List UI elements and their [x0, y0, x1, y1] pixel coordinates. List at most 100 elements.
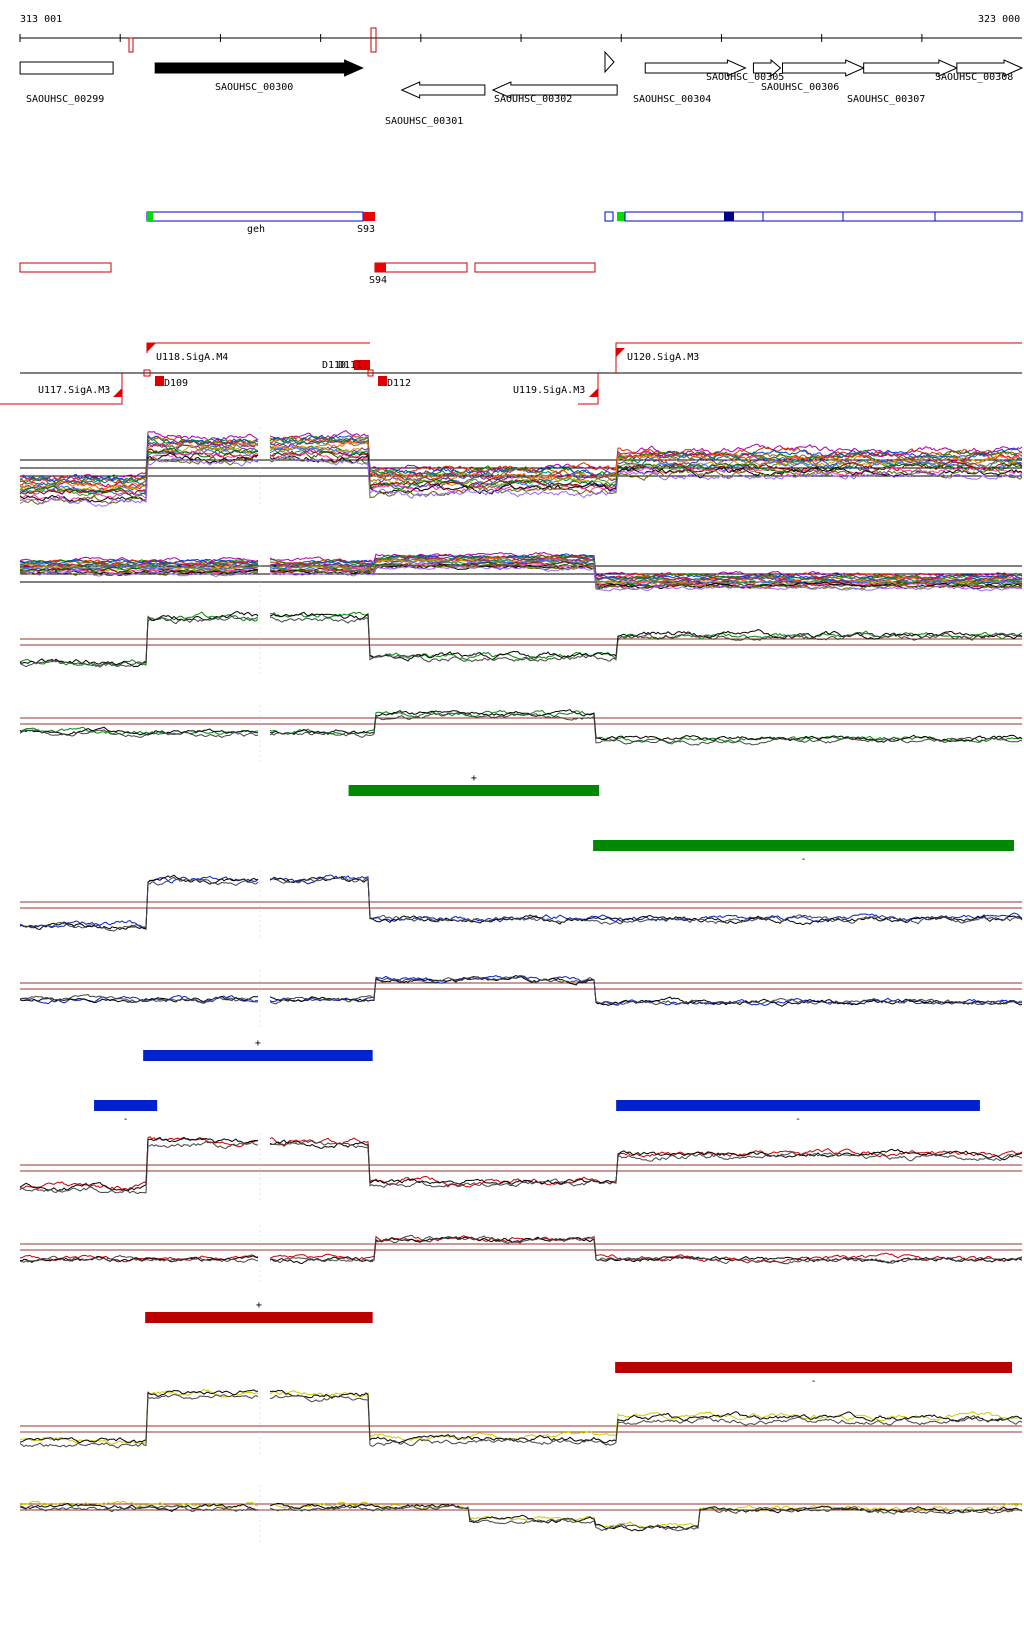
red-segment-bar[interactable] — [615, 1362, 1012, 1373]
gene-arrow[interactable] — [781, 59, 865, 77]
gene-arrow[interactable] — [154, 59, 364, 77]
gene-label: SAOUHSC_00300 — [215, 82, 293, 93]
feature-label-geh: geh — [247, 224, 265, 235]
expression-trace — [19, 430, 1023, 482]
feature-box[interactable] — [474, 262, 596, 273]
ruler-start-label: 313 001 — [20, 14, 62, 25]
expression-panel — [19, 607, 1023, 677]
geh-feature-box[interactable] — [146, 211, 364, 222]
downshift-marker[interactable] — [155, 376, 164, 386]
expression-panel — [19, 1387, 1023, 1457]
expression-trace — [19, 709, 1023, 743]
ruler: 313 001 323 000 — [19, 14, 1022, 53]
feature-label-S94: S94 — [369, 275, 387, 286]
expression-panel — [19, 1485, 1023, 1545]
expression-trace — [19, 615, 1023, 668]
segment-sign: + — [255, 1038, 261, 1049]
downshift-marker[interactable] — [362, 360, 370, 370]
ruler-marker — [370, 27, 377, 53]
downshift-marker[interactable] — [354, 360, 362, 370]
expression-trace — [19, 1235, 1023, 1264]
expression-trace — [19, 1136, 1023, 1191]
expression-trace — [19, 1504, 1023, 1532]
promoter-label[interactable]: U119.SigA.M3 — [513, 385, 585, 396]
transcript-line — [615, 342, 1022, 373]
transcript-line — [578, 373, 599, 405]
gene-arrow[interactable] — [491, 81, 618, 99]
expression-trace — [19, 1388, 1023, 1445]
promoter-label[interactable]: U120.SigA.M3 — [627, 352, 699, 363]
segment-bars: + - + - - + - — [94, 773, 1014, 1387]
gene-label: SAOUHSC_00304 — [633, 94, 711, 105]
blue-segment-bar[interactable] — [143, 1050, 373, 1061]
segment-sign: - — [811, 1376, 817, 1387]
gene-label: SAOUHSC_00302 — [494, 94, 572, 105]
expression-trace — [19, 1500, 1023, 1529]
feature-box[interactable] — [604, 211, 614, 222]
gene-arrow[interactable] — [400, 81, 486, 99]
segment-sign: - — [123, 1114, 129, 1125]
downshift-label: D112 — [387, 378, 411, 389]
segment-sign: - — [795, 1114, 801, 1125]
gene-track: SAOUHSC_00299 SAOUHSC_00300 SAOUHSC_00301 S… — [19, 50, 1024, 127]
gene-box[interactable] — [19, 61, 114, 75]
expression-trace — [19, 455, 1023, 508]
gene-arrow[interactable] — [956, 59, 1024, 77]
feature-label-S93: S93 — [357, 224, 375, 235]
expression-panel — [19, 427, 1023, 508]
gene-label: SAOUHSC_00301 — [385, 116, 463, 127]
expression-plots — [19, 427, 1023, 1545]
red-segment-bar[interactable] — [145, 1312, 373, 1323]
expression-trace — [19, 711, 1023, 746]
downshift-marker[interactable] — [378, 376, 387, 386]
expression-trace — [19, 562, 1023, 589]
expression-panel — [19, 1225, 1023, 1285]
promoter-label[interactable]: U117.SigA.M3 — [38, 385, 110, 396]
blue-segment-bar[interactable] — [616, 1100, 980, 1111]
expression-trace — [19, 1502, 1023, 1532]
expression-panel — [19, 1133, 1023, 1203]
expression-trace — [19, 874, 1023, 931]
gene-label: SAOUHSC_00299 — [26, 94, 104, 105]
blue-segment-bar[interactable] — [94, 1100, 158, 1111]
downshift-label: D111 — [338, 360, 362, 371]
S94-marker — [375, 263, 386, 272]
segment-sign: - — [801, 854, 807, 865]
promoter-flag-icon — [616, 348, 625, 357]
feature-box[interactable] — [19, 262, 112, 273]
gene-arrow[interactable] — [752, 58, 782, 78]
downshift-label: D109 — [164, 378, 188, 389]
gene-label: SAOUHSC_00307 — [847, 94, 925, 105]
start-marker — [617, 212, 625, 221]
expression-trace — [19, 974, 1023, 1007]
downshift-label: D110 — [322, 360, 346, 371]
feature-box[interactable] — [624, 211, 1023, 222]
green-segment-bar[interactable] — [348, 785, 600, 796]
gene-arrow[interactable] — [644, 59, 747, 77]
feature-marker — [724, 212, 734, 221]
expression-trace — [19, 444, 1023, 494]
start-marker — [147, 212, 153, 221]
blue-feature-track: geh S93 — [146, 211, 1023, 235]
expression-trace — [19, 1394, 1023, 1449]
gene-label: SAOUHSC_00305 — [706, 72, 784, 83]
segment-sign: + — [256, 1300, 262, 1311]
S94-feature-box[interactable] — [374, 262, 468, 273]
S93-marker[interactable] — [363, 212, 375, 221]
gene-arrow-small[interactable] — [604, 50, 615, 74]
expression-panel — [19, 970, 1023, 1030]
promoter-flag-icon — [147, 343, 156, 352]
ruler-marker — [128, 37, 134, 53]
promoter-flag-icon — [113, 388, 122, 397]
transcript-line — [0, 373, 123, 405]
expression-trace — [19, 1389, 1023, 1444]
expression-trace — [19, 436, 1023, 488]
red-feature-track: S94 — [19, 262, 596, 286]
promoter-label[interactable]: U118.SigA.M4 — [156, 352, 228, 363]
expression-panel — [19, 705, 1023, 765]
gene-arrow[interactable] — [863, 59, 959, 77]
gene-label: SAOUHSC_00308 — [935, 72, 1013, 83]
green-segment-bar[interactable] — [593, 840, 1014, 851]
segment-sign: + — [471, 773, 477, 784]
expression-panel — [19, 870, 1023, 940]
